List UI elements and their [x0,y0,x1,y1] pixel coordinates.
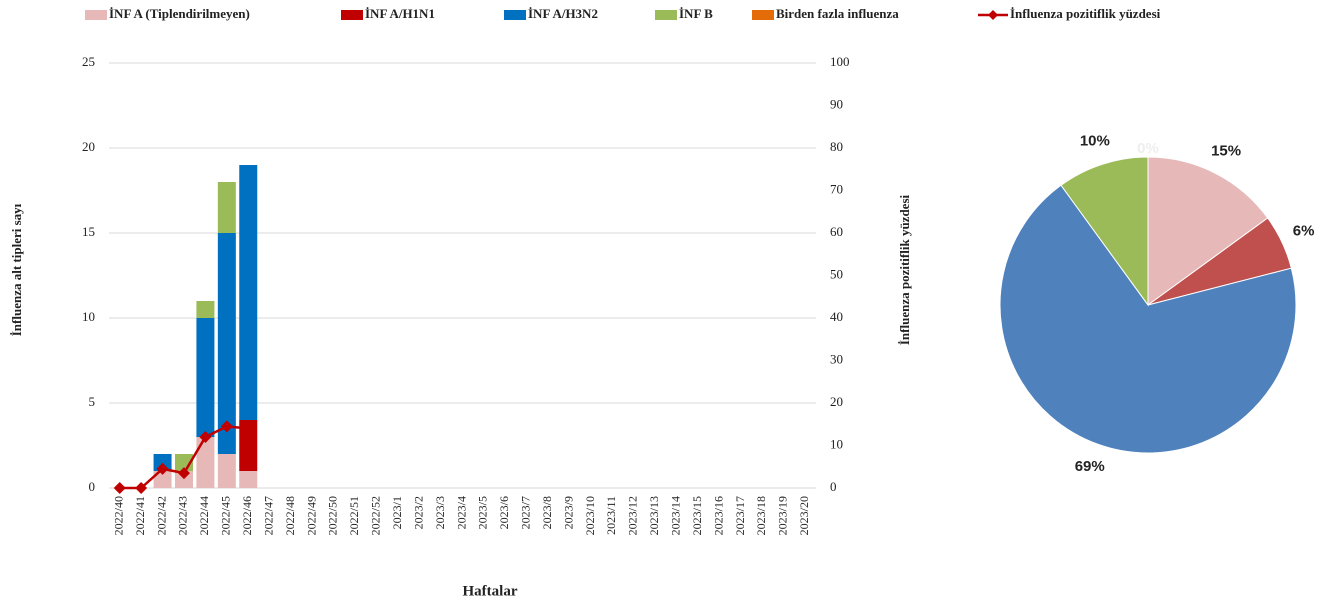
bar [196,437,215,488]
legend-label: İNF A/H1N1 [365,6,435,21]
x-tick-label: 2023/18 [754,496,768,535]
line-marker [156,462,169,475]
y-tick-label: 15 [82,224,95,239]
y2-tick-label: 60 [830,224,843,239]
x-tick-label: 2022/42 [154,496,168,535]
y2-tick-label: 80 [830,139,843,154]
x-tick-label: 2023/15 [690,496,704,535]
y2-tick-label: 40 [830,309,843,324]
y2-tick-label: 20 [830,394,843,409]
legend-label: İNF A (Tiplendirilmeyen) [109,6,250,21]
x-tick-label: 2023/4 [454,496,468,529]
x-tick-label: 2023/16 [711,496,725,535]
pie-slice [999,184,1297,454]
line-marker [220,420,233,433]
bar [217,233,236,454]
x-tick-label: 2022/48 [283,496,297,535]
x-tick-label: 2022/41 [133,496,147,535]
x-tick-label: 2022/52 [369,496,383,535]
line-marker [113,482,126,494]
line-marker [199,431,212,443]
x-tick-label: 2023/9 [561,496,575,529]
y2-tick-label: 70 [830,181,843,196]
pie-slice [1060,156,1149,307]
pie-label: 6% [1293,223,1315,240]
x-tick-label: 2022/43 [176,496,190,535]
x-tick-label: 2023/19 [776,496,790,535]
x-tick-label: 2023/5 [476,496,490,529]
x-tick-label: 2023/3 [433,496,447,529]
line-marker [242,422,255,435]
y-tick-label: 5 [89,394,96,409]
bar [217,454,236,488]
x-tick-label: 2022/51 [347,496,361,535]
legend-swatch [85,10,107,20]
legend-label: İNF B [679,6,713,21]
x-tick-label: 2022/45 [219,496,233,535]
legend-label: Birden fazla influenza [776,6,899,21]
pie-label: 0% [1137,140,1159,157]
legend-marker [988,10,998,20]
y2-tick-label: 50 [830,266,843,281]
bar [153,454,172,471]
x-tick-label: 2022/44 [197,496,211,535]
y2-tick-label: 90 [830,96,843,111]
bar [174,471,193,488]
x-tick-label: 2023/10 [583,496,597,535]
y2-tick-label: 100 [830,54,850,69]
x-tick-label: 2023/17 [733,496,747,535]
x-tick-label: 2023/7 [519,496,533,529]
bar [239,471,258,488]
pie-label: 69% [1075,458,1105,475]
bar [196,318,215,437]
x-tick-label: 2022/46 [240,496,254,535]
y2-tick-label: 30 [830,351,843,366]
x-tick-label: 2023/12 [626,496,640,535]
x-axis-title: Haftalar [463,583,518,599]
x-tick-label: 2023/14 [668,496,682,535]
bar [239,420,258,471]
pie-slice [1147,156,1269,306]
legend-swatch [504,10,526,20]
y-tick-label: 20 [82,139,95,154]
x-tick-label: 2022/50 [326,496,340,535]
y-axis-title: İnfluenza alt tipleri sayı [9,203,24,336]
legend-label: İNF A/H3N2 [528,6,598,21]
y2-tick-label: 10 [830,436,843,451]
x-tick-label: 2023/20 [797,496,811,535]
legend-swatch [655,10,677,20]
bar [196,301,215,318]
x-tick-label: 2023/8 [540,496,554,529]
y2-axis-title: İnfluenza pozitiflik yüzdesi [897,195,912,346]
bar [239,165,258,420]
legend-swatch [752,10,774,20]
pie-label: 15% [1211,143,1241,160]
line-marker [177,467,190,480]
x-tick-label: 2022/47 [261,496,275,535]
x-tick-label: 2023/2 [411,496,425,529]
line-marker [135,482,148,494]
x-tick-label: 2023/1 [390,496,404,529]
x-tick-label: 2022/40 [111,496,125,535]
y-tick-label: 10 [82,309,95,324]
legend-swatch [341,10,363,20]
x-tick-label: 2023/13 [647,496,661,535]
y-tick-label: 0 [89,479,96,494]
x-tick-label: 2023/11 [604,496,618,535]
y-tick-label: 25 [82,54,95,69]
x-tick-label: 2022/49 [304,496,318,535]
y2-tick-label: 0 [830,479,837,494]
bar [153,471,172,488]
pie-label: 10% [1080,132,1110,149]
legend-label: İnfluenza pozitiflik yüzdesi [1010,6,1161,21]
x-tick-label: 2023/6 [497,496,511,529]
bar [217,182,236,233]
